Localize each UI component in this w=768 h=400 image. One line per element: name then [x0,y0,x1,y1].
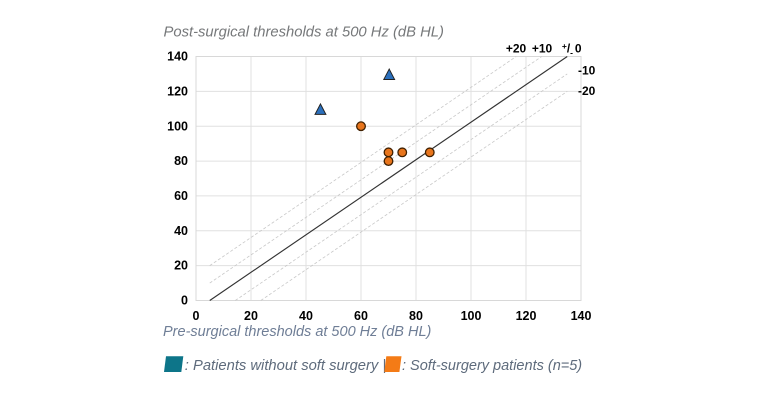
svg-text:0: 0 [193,309,200,323]
svg-text:-20: -20 [578,84,596,98]
svg-text:120: 120 [516,309,537,323]
svg-text:20: 20 [244,309,258,323]
svg-text:60: 60 [174,189,188,203]
svg-text:+/-0: +/- 0 [562,41,582,58]
svg-text:Pre-surgical thresholds at 500: Pre-surgical thresholds at 500 Hz (dB HL… [163,324,431,340]
svg-text:: Soft-surgery patients (n=5): : Soft-surgery patients (n=5) [402,358,582,374]
svg-text:Post-surgical thresholds at 50: Post-surgical thresholds at 500 Hz (dB H… [164,25,445,41]
svg-text:140: 140 [571,309,592,323]
svg-text:40: 40 [299,309,313,323]
svg-text:80: 80 [174,154,188,168]
svg-text:: Patients without soft surger: : Patients without soft surgery | [185,358,386,374]
svg-text:20: 20 [174,259,188,273]
svg-text:60: 60 [354,309,368,323]
svg-text:0: 0 [181,294,188,308]
svg-text:+20: +20 [506,42,527,56]
svg-text:140: 140 [167,50,188,64]
svg-text:80: 80 [409,309,423,323]
svg-text:100: 100 [167,119,188,133]
svg-text:40: 40 [174,224,188,238]
svg-text:-10: -10 [578,64,596,78]
svg-text:100: 100 [461,309,482,323]
svg-text:120: 120 [167,85,188,99]
svg-text:+10: +10 [532,42,553,56]
